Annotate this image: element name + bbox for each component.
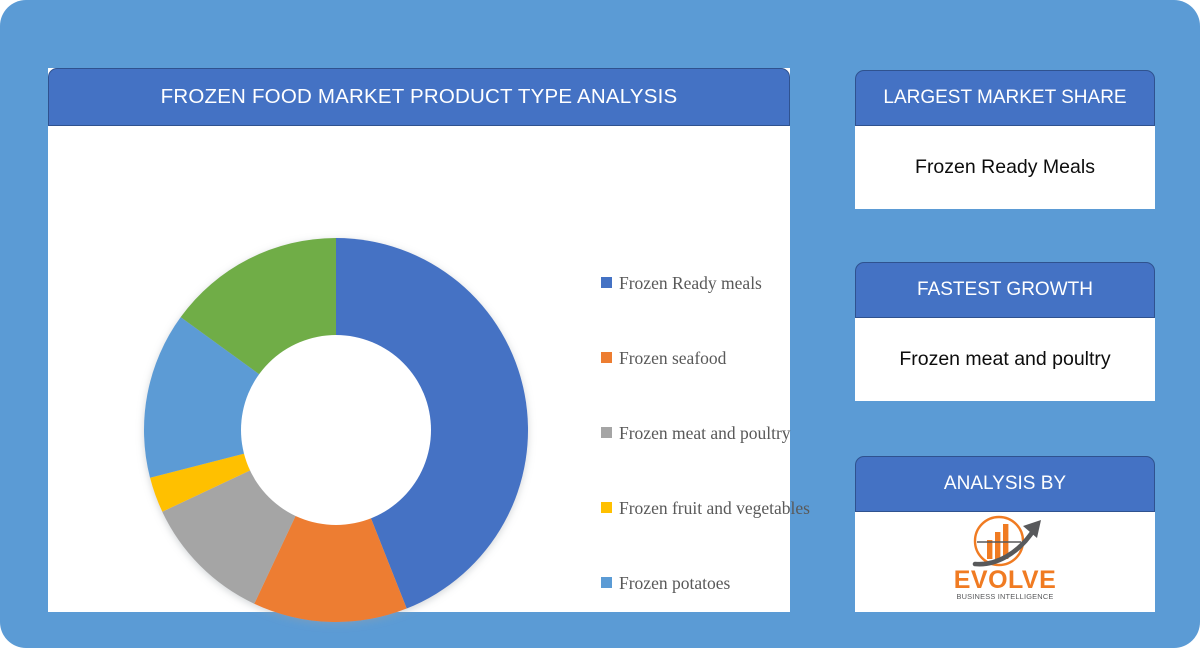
card-header-label: LARGEST MARKET SHARE (883, 87, 1127, 108)
legend-item-label: Frozen Ready meals (619, 273, 762, 293)
legend-item-label: Frozen fruit and vegetables (619, 498, 810, 518)
logo-wordmark: EVOLVE (953, 566, 1057, 594)
legend-item[interactable]: Frozen potatoes (601, 572, 851, 647)
legend-item[interactable]: Frozen fruit and vegetables (601, 497, 851, 572)
legend-item[interactable]: Frozen meat and poultry (601, 422, 851, 497)
evolve-growth-chart-arrow-icon (972, 515, 1041, 567)
legend-swatch-icon (601, 427, 612, 438)
card-header-label: FASTEST GROWTH (917, 279, 1093, 300)
card-fastest-growth-body: Frozen meat and poultry (855, 318, 1155, 401)
card-largest-market-share-body: Frozen Ready Meals (855, 126, 1155, 209)
chart-card: FROZEN FOOD MARKET PRODUCT TYPE ANALYSIS… (48, 68, 810, 623)
card-fastest-growth: FASTEST GROWTH Frozen meat and poultry (855, 262, 1155, 401)
donut-chart: 44% (143, 238, 529, 623)
chart-card-header: FROZEN FOOD MARKET PRODUCT TYPE ANALYSIS (48, 68, 790, 126)
legend-item[interactable]: Frozen Ready meals (601, 272, 851, 347)
card-value: Frozen meat and poultry (899, 348, 1111, 370)
card-fastest-growth-header: FASTEST GROWTH (855, 262, 1155, 318)
legend-swatch-icon (601, 277, 612, 288)
chart-legend: Frozen Ready meals Frozen seafood Frozen m… (601, 272, 851, 648)
legend-item-label: Frozen seafood (619, 348, 727, 368)
donut-hole (241, 335, 431, 525)
legend-item-label: Frozen potatoes (619, 573, 731, 593)
legend-swatch-icon (601, 352, 612, 363)
evolve-logo: EVOLVE BUSINESS INTELLIGENCE (939, 515, 1071, 608)
card-largest-market-share: LARGEST MARKET SHARE Frozen Ready Meals (855, 70, 1155, 209)
slice-data-label: 44% (262, 400, 300, 421)
legend-swatch-icon (601, 577, 612, 588)
chart-card-body: 44% Frozen Ready meals Frozen seafood Froz… (48, 126, 810, 623)
donut-slice[interactable] (254, 430, 407, 623)
card-analysis-by: ANALYSIS BY EVOLVE BUSINESS INTELLIGENCE (855, 456, 1155, 612)
card-header-label: ANALYSIS BY (943, 473, 1067, 494)
legend-swatch-icon (601, 502, 612, 513)
legend-item-label: Frozen meat and poultry (619, 423, 791, 443)
card-analysis-by-body: EVOLVE BUSINESS INTELLIGENCE (855, 512, 1155, 612)
donut-chart-svg (143, 238, 529, 623)
card-analysis-by-header: ANALYSIS BY (855, 456, 1155, 512)
page-title: FROZEN FOOD MARKET PRODUCT TYPE ANALYSIS (160, 85, 678, 108)
donut-slice[interactable] (336, 238, 529, 609)
logo-tagline: BUSINESS INTELLIGENCE (956, 592, 1054, 601)
card-largest-market-share-header: LARGEST MARKET SHARE (855, 70, 1155, 126)
card-value: Frozen Ready Meals (915, 156, 1095, 178)
legend-item[interactable]: Frozen seafood (601, 347, 851, 422)
